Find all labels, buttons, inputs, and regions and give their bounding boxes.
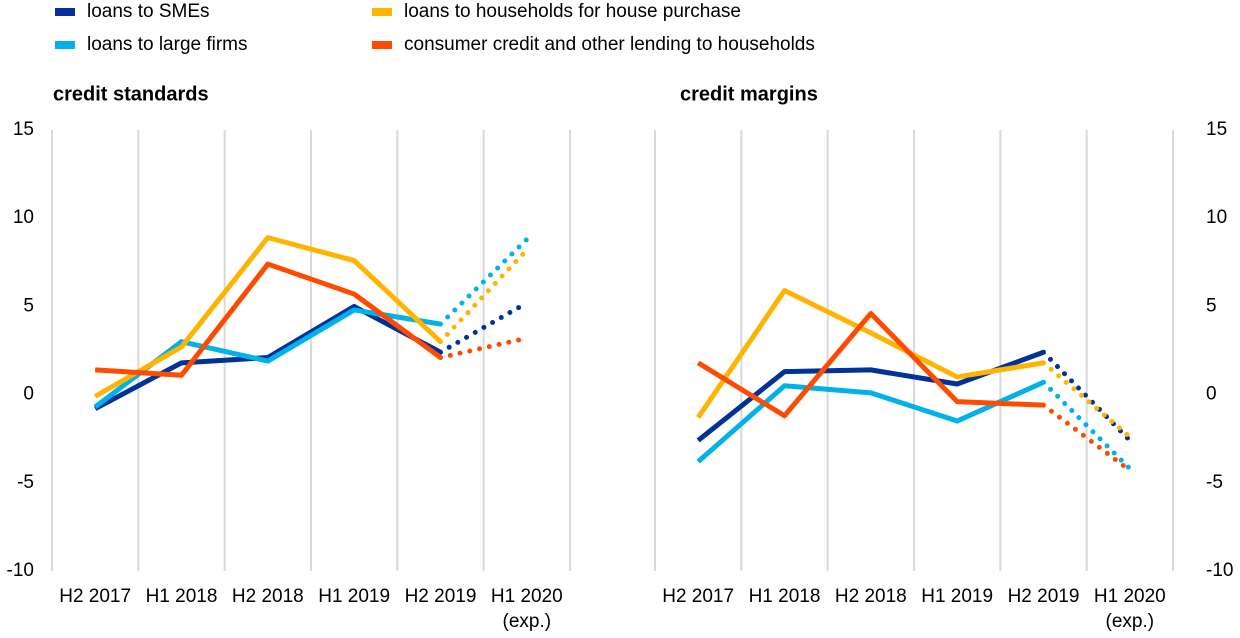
legend-label: loans to SMEs (87, 1, 210, 22)
panel-title: credit standards (53, 83, 209, 105)
x-tick-label: H1 2018 (146, 586, 218, 607)
y-tick-label: -5 (17, 472, 34, 493)
series-line (93, 303, 442, 411)
y-tick-label: 15 (1206, 119, 1227, 140)
y-tick-label: 0 (23, 384, 34, 405)
x-tick-label: H2 2019 (1008, 586, 1080, 607)
x-tick-label: H2 2017 (662, 586, 734, 607)
series-line-expected (1041, 360, 1133, 440)
legend-label: loans to households for house purchase (404, 1, 741, 22)
series-line (696, 379, 1045, 464)
y-tick-label: -5 (1206, 472, 1223, 493)
y-tick-label: 10 (1206, 207, 1227, 228)
series-line-expected (438, 300, 530, 355)
y-tick-label: -10 (7, 560, 34, 581)
series-line (696, 310, 1044, 419)
series-line-expected (438, 236, 530, 327)
x-tick-label: H2 2019 (405, 586, 477, 607)
legend-label: loans to large firms (87, 34, 248, 55)
x-tick-label: H2 2017 (59, 586, 131, 607)
x-tick-label: H2 2018 (835, 586, 907, 607)
series-line (95, 261, 442, 378)
legend-label: consumer credit and other lending to hou… (404, 34, 815, 55)
y-tick-label: 15 (13, 119, 34, 140)
panel-title: credit margins (680, 83, 818, 105)
x-tick-label: H1 2019 (318, 586, 390, 607)
y-tick-label: 5 (23, 295, 34, 316)
legend-swatch (55, 8, 75, 16)
legend-swatch (372, 41, 392, 49)
x-tick-label: H1 2020 (exp.) (1094, 586, 1166, 632)
y-tick-label: -10 (1206, 560, 1233, 581)
x-tick-label: H1 2018 (749, 586, 821, 607)
series-line-expected (438, 247, 530, 345)
series-line (696, 288, 1044, 419)
series-line-expected (1041, 379, 1133, 472)
y-tick-label: 0 (1206, 384, 1217, 405)
x-tick-label: H2 2018 (232, 586, 304, 607)
series-line-expected (1041, 349, 1133, 443)
series-line-expected (1041, 402, 1133, 473)
series-line (93, 235, 443, 399)
legend-swatch (55, 41, 75, 49)
y-tick-label: 10 (13, 207, 34, 228)
legend-swatch (372, 8, 392, 16)
y-tick-label: 5 (1206, 295, 1217, 316)
x-tick-label: H1 2020 (exp.) (491, 586, 563, 632)
x-tick-label: H1 2019 (921, 586, 993, 607)
